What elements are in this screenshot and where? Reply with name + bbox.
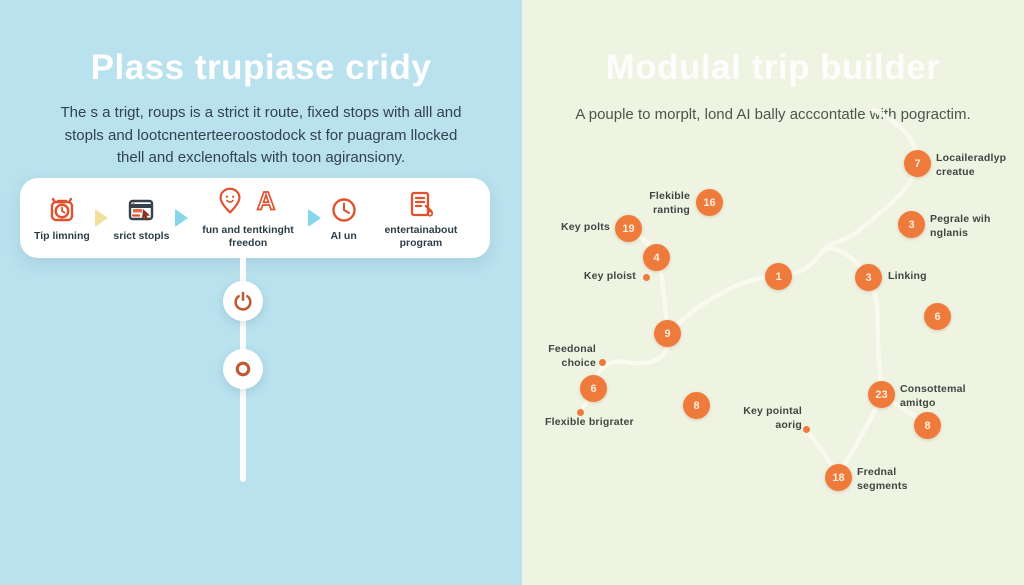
waypoint-label: Key pointal aorig [743,405,802,431]
left-subtitle-line: The s a trigt, roups is a strict it rout… [60,104,462,121]
route-node-18: 18 [825,464,852,491]
trip-map: 7 3 16 19 4 1 3 6 9 6 8 23 8 18 Locaileradlyp creatue Pe… [522,0,1024,585]
left-subtitle-line: thell and exclenoftals with toon agirans… [116,149,406,166]
waypoint-dot [577,409,584,416]
process-step-label: entertainabout program [384,223,458,249]
process-step-trip-timing: Tip limning [34,192,90,243]
left-panel: Plass trupiase cridy The s a trigt, roup… [0,0,522,585]
waypoint-label: Key ploist [583,270,636,282]
process-step-fun-freedom: A fun and tentkinght freedon [193,186,303,250]
route-node-19: 19 [615,215,642,242]
route-node-23: 23 [868,381,895,408]
waypoint-label: Consottemal amitgo [900,383,966,409]
pin-face-icon [214,185,246,222]
waypoint-label: Key polts [560,221,610,233]
route-node-3: 3 [898,211,925,238]
arrow-right-icon [308,209,322,227]
process-step-strict-stops: srict stopls [113,192,169,243]
route-node-8: 8 [914,412,941,439]
waypoint-label: Linking [888,270,927,282]
power-icon [223,281,263,321]
waypoint-dot [803,426,810,433]
waypoint-label: Flexible brigrater [545,416,634,428]
left-subtitle: The s a trigt, roups is a strict it rout… [0,102,522,170]
waypoint-dot [599,359,606,366]
ring-icon [223,349,263,389]
route-node-16: 16 [696,189,723,216]
waypoint-label: Frednal segments [857,466,908,492]
route-node-6: 6 [924,303,951,330]
process-step-program: entertainabout program [366,186,476,250]
route-node-8: 8 [683,392,710,419]
arrow-right-icon [174,209,188,227]
clock-icon [327,192,361,228]
route-node-1: 1 [765,263,792,290]
route-node-9: 9 [654,320,681,347]
route-path [577,107,930,480]
left-subtitle-line: stopls and lootcnenterteeroostodock st f… [64,126,458,144]
route-node-6: 6 [580,375,607,402]
process-card: Tip limning srict stopls [20,178,490,258]
waypoint-label: Locaileradlyp creatue [936,152,1007,178]
letter-a-icon: A [250,185,282,222]
left-title: Plass trupiase cridy [90,48,432,87]
process-step-label: srict stopls [113,230,170,243]
process-step-ai: AI un [327,192,361,243]
waypoint-label: Feedonal choice [548,343,596,369]
svg-text:A: A [257,188,275,216]
process-step-label: fun and tentkinght freedon [202,223,294,249]
program-doc-icon [404,186,438,222]
route-node-7: 7 [904,150,931,177]
process-step-label: AI un [330,230,357,243]
route-node-4: 4 [643,244,670,271]
right-panel: Modulal trip builder A pouple to morplt,… [522,0,1024,585]
timer-bag-icon [45,192,79,228]
right-title: Modulal trip builder [605,48,941,87]
route-node-3: 3 [855,264,882,291]
arrow-right-icon [95,209,109,227]
waypoint-label: Flekible ranting [649,190,690,216]
waypoint-dot [643,274,650,281]
browser-cursor-icon [124,192,158,228]
process-step-label: Tip limning [34,230,90,243]
waypoint-label: Pegrale wih nglanis [930,213,991,239]
